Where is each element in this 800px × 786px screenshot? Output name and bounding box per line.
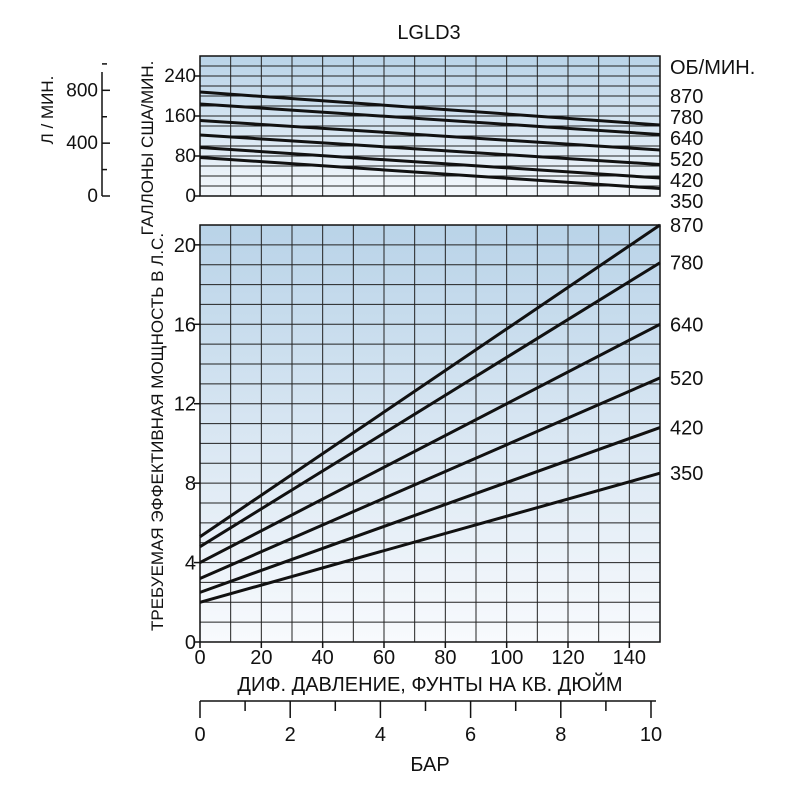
rpm-header: ОБ/МИН. xyxy=(670,57,755,79)
flow-secondary-tick-label: 800 xyxy=(66,80,98,101)
power-series xyxy=(199,223,661,604)
flow-series-line-520 xyxy=(199,133,661,166)
psi-xlabel: ДИФ. ДАВЛЕНИЕ, ФУНТЫ НА КВ. ДЮЙМ xyxy=(237,672,622,696)
bar-tick-label: 4 xyxy=(375,724,386,746)
power-ytick-label: 12 xyxy=(174,394,196,416)
psi-xtick-label: 120 xyxy=(551,647,584,669)
bar-tick-label: 2 xyxy=(285,724,296,746)
flow-ylabel: ГАЛЛОНЫ США/МИН. xyxy=(138,61,157,236)
flow-series-line-350 xyxy=(199,156,661,190)
flow-series-label-350: 350 xyxy=(670,191,703,213)
power-series-label-780: 780 xyxy=(670,253,703,275)
power-ytick-label: 4 xyxy=(185,553,196,575)
power-series-line-870 xyxy=(199,223,661,538)
chart-title: LGLD3 xyxy=(397,22,460,44)
flow-series-label-420: 420 xyxy=(670,170,703,192)
bar-tick-label: 6 xyxy=(465,724,476,746)
flow-series-label-520: 520 xyxy=(670,149,703,171)
power-series-label-420: 420 xyxy=(670,418,703,440)
flow-series-label-870: 870 xyxy=(670,86,703,108)
flow-secondary-tick-label: 400 xyxy=(66,133,98,154)
power-series-label-640: 640 xyxy=(670,314,703,336)
power-ylabel: ТРЕБУЕМАЯ ЭФФЕКТИВНАЯ МОЩНОСТЬ В Л.С. xyxy=(148,233,167,631)
power-rpm-labels: 870 780 640 520 420 350 xyxy=(670,215,703,485)
flow-series xyxy=(199,90,661,190)
power-plot-frame xyxy=(199,224,661,643)
power-series-line-640 xyxy=(199,322,661,564)
flow-secondary-ylabel: Л / МИН. xyxy=(38,76,57,145)
psi-xtick-label: 140 xyxy=(613,647,646,669)
psi-xtick-label: 80 xyxy=(434,647,456,669)
flow-ytick-label: 0 xyxy=(185,186,196,207)
flow-series-label-780: 780 xyxy=(670,107,703,129)
power-ticks: 0 4 8 12 16 20 0 20 40 60 80 100 120 140 xyxy=(174,235,646,669)
bar-tick-label: 0 xyxy=(194,724,205,746)
flow-series-line-640 xyxy=(199,119,661,152)
flow-series-line-780 xyxy=(199,102,661,136)
power-ytick-label: 0 xyxy=(185,632,196,654)
flow-secondary-axis: 0 400 800 xyxy=(66,63,110,207)
flow-series-label-640: 640 xyxy=(670,128,703,150)
psi-xtick-label: 40 xyxy=(312,647,334,669)
flow-ytick-label: 160 xyxy=(164,106,196,127)
bar-xlabel: БАР xyxy=(410,754,449,776)
power-series-label-350: 350 xyxy=(670,463,703,485)
psi-xtick-label: 60 xyxy=(373,647,395,669)
power-gridlines xyxy=(200,225,660,642)
power-plot-background xyxy=(200,225,660,642)
power-series-line-350 xyxy=(199,471,661,604)
psi-xtick-label: 100 xyxy=(490,647,523,669)
power-series-line-420 xyxy=(199,426,661,594)
flow-plot-frame xyxy=(199,55,661,197)
flow-ticks: 0 80 160 240 xyxy=(164,66,200,207)
bar-tick-label: 8 xyxy=(555,724,566,746)
power-series-label-870: 870 xyxy=(670,215,703,237)
flow-ytick-label: 240 xyxy=(164,66,196,87)
flow-series-line-870 xyxy=(199,90,661,127)
flow-series-line-420 xyxy=(199,146,661,180)
flow-secondary-tick-label: 0 xyxy=(87,186,98,207)
power-panel: 0 4 8 12 16 20 0 20 40 60 80 100 120 140 870 780 640 520… xyxy=(148,215,703,696)
power-series-label-520: 520 xyxy=(670,368,703,390)
bar-axis: БАР 0 2 4 6 8 10 xyxy=(194,700,662,776)
power-series-line-780 xyxy=(199,261,661,548)
psi-xtick-label: 0 xyxy=(194,647,205,669)
flow-ytick-label: 80 xyxy=(175,146,196,167)
power-series-line-520 xyxy=(199,376,661,580)
psi-xtick-label: 20 xyxy=(250,647,272,669)
power-ytick-label: 20 xyxy=(174,235,196,257)
power-ytick-label: 8 xyxy=(185,473,196,495)
power-ytick-label: 16 xyxy=(174,314,196,336)
bar-tick-label: 10 xyxy=(640,724,662,746)
